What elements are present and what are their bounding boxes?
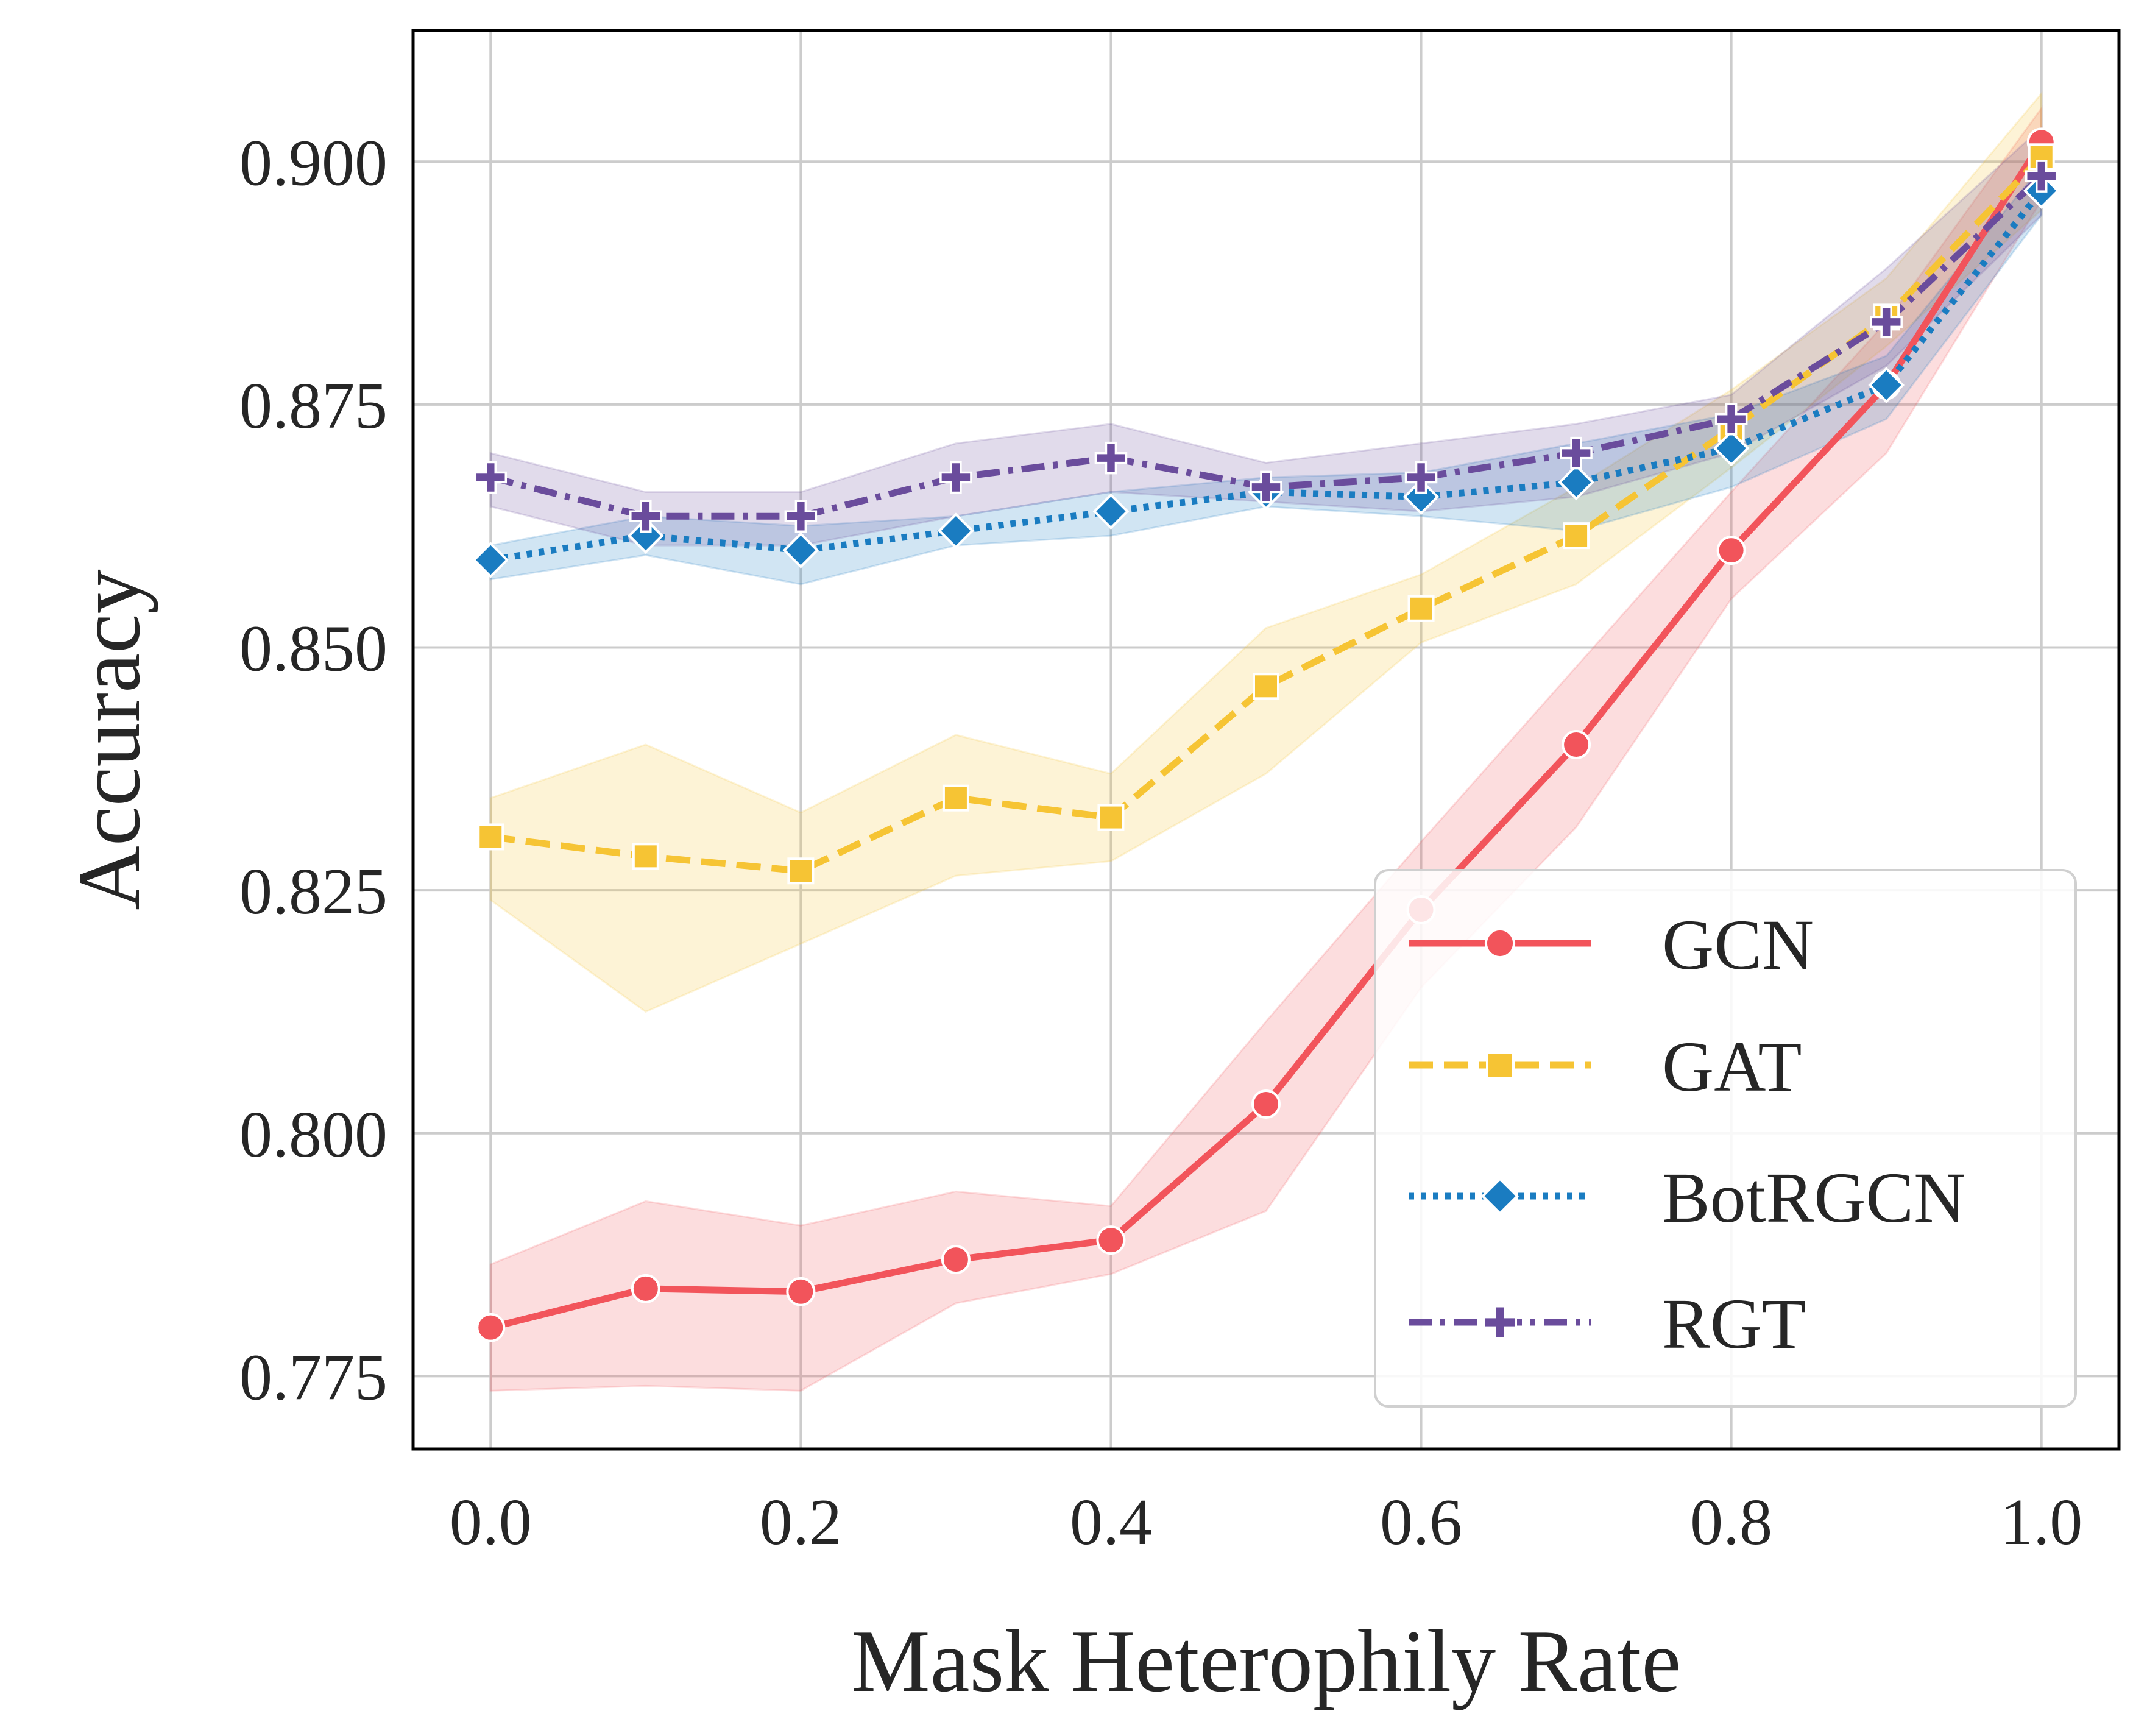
gcn-point bbox=[1096, 1225, 1126, 1255]
y-tick-label: 0.775 bbox=[239, 1341, 387, 1414]
gcn-point bbox=[941, 1245, 971, 1275]
botrgcn-point bbox=[1558, 464, 1594, 501]
x-tick-label: 0.8 bbox=[1690, 1486, 1772, 1559]
series-markers bbox=[472, 127, 2060, 1342]
botrgcn-point bbox=[782, 532, 819, 569]
plot-frame bbox=[411, 29, 2121, 1451]
rgt-point bbox=[1870, 305, 1903, 339]
gat-point bbox=[1563, 522, 1590, 550]
rgt-point bbox=[1714, 403, 1748, 436]
gat-point bbox=[477, 823, 504, 851]
gat-confidence-band bbox=[489, 91, 2043, 1013]
gat-point bbox=[1097, 804, 1125, 831]
x-axis-label: Mask Heterophily Rate bbox=[851, 1612, 1681, 1710]
gcn-point bbox=[1251, 1089, 1281, 1119]
gcn-point bbox=[1716, 536, 1746, 565]
y-tick-label: 0.850 bbox=[239, 613, 387, 686]
x-tick-label: 0.2 bbox=[760, 1486, 842, 1559]
y-tick-label: 0.900 bbox=[239, 127, 387, 199]
gat-line bbox=[490, 154, 2044, 874]
legend-entry-rgt: RGT bbox=[1409, 1284, 1806, 1364]
legend-label-gat: GAT bbox=[1662, 1027, 1802, 1107]
legend-marker-rgt bbox=[1483, 1305, 1517, 1339]
rgt-point bbox=[1250, 470, 1282, 504]
y-tick-label: 0.825 bbox=[239, 856, 387, 928]
botrgcn-point bbox=[472, 542, 509, 578]
legend-label-botrgcn: BotRGCN bbox=[1662, 1158, 1965, 1238]
legend-label-gcn: GCN bbox=[1662, 905, 1814, 985]
legend-box bbox=[1374, 869, 2077, 1408]
botrgcn-point bbox=[938, 512, 974, 550]
botrgcn-point bbox=[1402, 478, 1440, 515]
rgt-point bbox=[1094, 441, 1128, 475]
botrgcn-point bbox=[627, 517, 664, 554]
x-tick-label: 0.0 bbox=[450, 1486, 532, 1559]
x-tick-label: 0.6 bbox=[1380, 1486, 1462, 1559]
rgt-point bbox=[939, 461, 972, 494]
rgt-point bbox=[2025, 160, 2058, 193]
gcn-point bbox=[476, 1313, 506, 1342]
gat-point bbox=[787, 857, 815, 885]
rgt-point bbox=[629, 500, 662, 533]
gat-point bbox=[1407, 595, 1435, 622]
legend-entry-botrgcn: BotRGCN bbox=[1409, 1158, 1965, 1238]
legend-marker-botrgcn bbox=[1480, 1177, 1519, 1216]
y-tick-label: 0.800 bbox=[239, 1099, 387, 1171]
rgt-point bbox=[784, 500, 818, 533]
rgt-confidence-band bbox=[489, 126, 2043, 547]
rgt-point bbox=[1404, 461, 1438, 494]
botrgcn-point bbox=[1713, 430, 1750, 467]
y-tick-label: 0.875 bbox=[239, 370, 387, 442]
gat-point bbox=[942, 784, 969, 812]
gcn-point bbox=[631, 1274, 660, 1303]
gcn-point bbox=[786, 1277, 816, 1306]
x-axis-tick-labels: 0.0 0.2 0.4 0.6 0.8 1.0 bbox=[450, 1486, 2082, 1559]
legend-marker-gcn bbox=[1484, 927, 1516, 959]
y-axis-tick-labels: 0.775 0.800 0.825 0.850 0.875 0.900 bbox=[239, 127, 387, 1414]
legend-marker-gat bbox=[1486, 1051, 1514, 1079]
legend-entry-gcn: GCN bbox=[1409, 905, 1814, 985]
grid-lines bbox=[413, 30, 2119, 1449]
botrgcn-point bbox=[1092, 493, 1130, 530]
legend-entries: GCN GAT BotRGCN RGT bbox=[1409, 905, 1965, 1364]
x-tick-label: 0.4 bbox=[1070, 1486, 1152, 1559]
y-axis-label: Accuracy bbox=[60, 569, 158, 910]
rgt-point bbox=[474, 461, 508, 494]
gcn-point bbox=[1562, 729, 1591, 759]
gat-point bbox=[632, 843, 659, 870]
botrgcn-point bbox=[1868, 367, 1905, 403]
legend-label-rgt: RGT bbox=[1662, 1284, 1806, 1364]
legend-entry-gat: GAT bbox=[1409, 1027, 1802, 1107]
legend: GCN GAT BotRGCN RGT bbox=[1374, 869, 2077, 1408]
gat-point bbox=[1253, 673, 1279, 700]
x-tick-label: 1.0 bbox=[2000, 1486, 2082, 1559]
rgt-point bbox=[1560, 436, 1593, 470]
